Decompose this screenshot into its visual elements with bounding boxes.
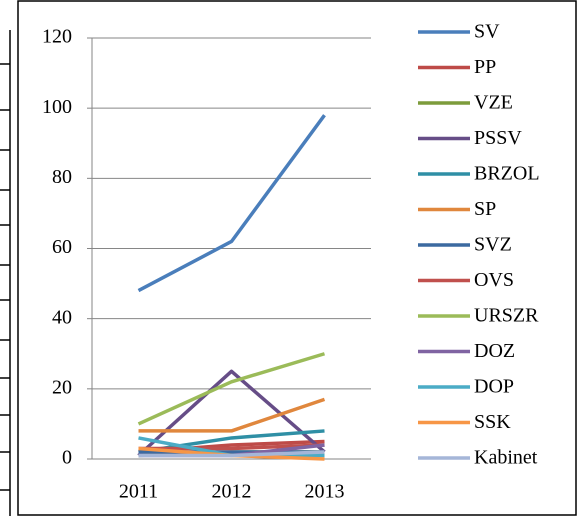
series-line (138, 443, 325, 451)
legend-label: SVZ (474, 234, 512, 256)
series-line (137, 352, 326, 426)
legend-label: VZE (474, 92, 513, 114)
x-tick-label: 2012 (212, 481, 252, 503)
legend-label: DOP (474, 376, 514, 398)
legend-label: SP (474, 198, 496, 220)
x-tick-label: 2013 (305, 481, 345, 503)
legend-label: PP (474, 56, 496, 78)
legend-label: Kabinet (474, 447, 538, 469)
x-tick-label: 2011 (119, 481, 158, 503)
legend-label: BRZOL (474, 163, 540, 185)
series-line (137, 114, 326, 293)
legend-label: DOZ (474, 340, 515, 362)
y-tick-label: 100 (42, 96, 72, 118)
legend-label: PSSV (474, 127, 522, 149)
y-tick-label: 20 (52, 376, 72, 398)
series-line (138, 397, 326, 433)
chart-border (17, 0, 577, 516)
y-tick-label: 0 (62, 447, 72, 469)
legend-label: OVS (474, 269, 514, 291)
y-tick-label: 60 (52, 236, 72, 258)
table-fragment (0, 30, 11, 516)
legend-label: SV (474, 21, 500, 43)
y-tick-label: 80 (52, 166, 72, 188)
y-tick-label: 40 (52, 306, 72, 328)
series-line (138, 450, 325, 458)
legend-label: URSZR (474, 305, 539, 327)
y-tick-label: 120 (42, 26, 72, 48)
legend-label: SSK (474, 411, 511, 433)
series-line (137, 369, 326, 457)
